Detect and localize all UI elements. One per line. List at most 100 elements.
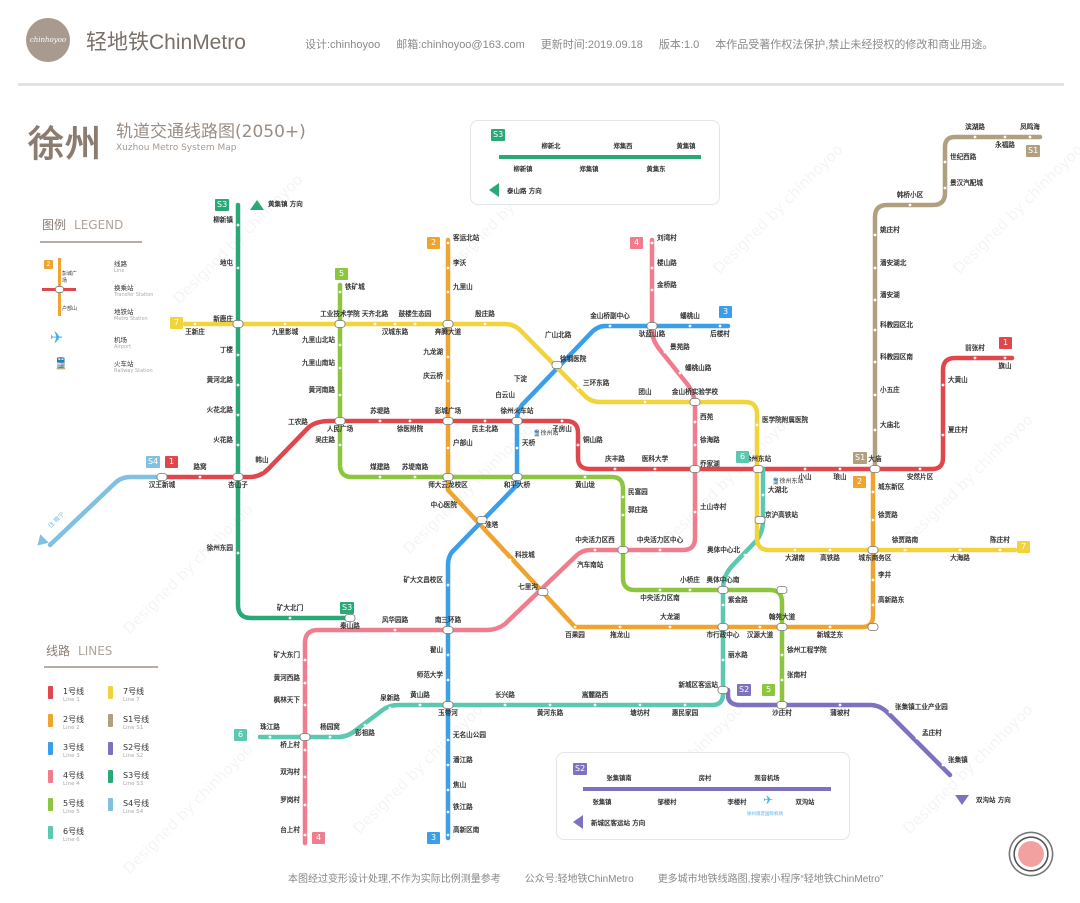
station-dot[interactable] xyxy=(413,322,417,326)
station-dot[interactable] xyxy=(618,625,622,629)
station-label[interactable]: 大庙北 xyxy=(880,421,900,429)
station-label[interactable]: 世纪西路 xyxy=(950,153,977,161)
station-label[interactable]: 广山北路 xyxy=(545,331,572,339)
station-label[interactable]: 凤鸣海 xyxy=(1020,123,1040,131)
station-label[interactable]: 大黄山 xyxy=(948,376,968,384)
station-label[interactable]: 小五庄 xyxy=(880,386,900,394)
station-dot[interactable] xyxy=(478,528,482,532)
station-dot[interactable] xyxy=(758,625,762,629)
station-label[interactable]: 汉王新城 xyxy=(148,481,176,489)
station-label[interactable]: 高铁路 xyxy=(820,554,840,562)
station-label[interactable]: 城东商务区 xyxy=(858,554,892,562)
station-dot[interactable] xyxy=(903,548,907,552)
station-label[interactable]: 沙庄村 xyxy=(772,709,792,717)
station-dot[interactable] xyxy=(888,710,892,714)
station-label[interactable]: 翰苑大道 xyxy=(768,613,796,621)
line-5-track[interactable] xyxy=(337,282,785,708)
station-dot[interactable] xyxy=(1003,356,1007,360)
station-dot[interactable] xyxy=(446,810,450,814)
station-dot[interactable] xyxy=(873,266,877,270)
transfer-station-marker[interactable] xyxy=(646,322,658,330)
station-dot[interactable] xyxy=(873,393,877,397)
station-dot[interactable] xyxy=(303,681,307,685)
station-dot[interactable] xyxy=(678,371,682,375)
station-label[interactable]: 旗山 xyxy=(998,362,1012,370)
station-label[interactable]: 滨湖路 xyxy=(965,123,985,131)
station-dot[interactable] xyxy=(560,419,564,423)
station-dot[interactable] xyxy=(638,703,642,707)
station-dot[interactable] xyxy=(573,625,577,629)
station-label[interactable]: 团山 xyxy=(638,388,652,396)
transfer-station-marker[interactable] xyxy=(776,586,788,594)
station-label[interactable]: 火花路 xyxy=(213,436,233,444)
station-label[interactable]: 人民广场 xyxy=(326,425,354,433)
station-label[interactable]: 和平大桥 xyxy=(503,481,531,489)
station-dot[interactable] xyxy=(688,588,692,592)
transfer-station-marker[interactable] xyxy=(442,701,454,709)
station-dot[interactable] xyxy=(288,616,292,620)
station-dot[interactable] xyxy=(338,290,342,294)
station-dot[interactable] xyxy=(973,356,977,360)
station-label[interactable]: 紫金路 xyxy=(728,596,748,604)
transfer-station-marker[interactable] xyxy=(511,473,523,481)
station-dot[interactable] xyxy=(518,398,522,402)
transfer-station-marker[interactable] xyxy=(232,473,244,481)
station-dot[interactable] xyxy=(613,467,617,471)
station-label[interactable]: 工业技术学院 xyxy=(320,310,360,318)
station-dot[interactable] xyxy=(446,833,450,837)
station-dot[interactable] xyxy=(303,775,307,779)
station-label[interactable]: 九里山 xyxy=(453,283,473,291)
station-dot[interactable] xyxy=(743,553,747,557)
station-label[interactable]: 铁矿城 xyxy=(345,283,365,291)
station-label[interactable]: 鼓楼生态园 xyxy=(398,310,432,318)
station-dot[interactable] xyxy=(338,343,342,347)
station-label[interactable]: 丁楼 xyxy=(219,346,233,354)
station-dot[interactable] xyxy=(538,338,542,342)
station-label[interactable]: 三环东路 xyxy=(583,379,610,387)
station-label[interactable]: 新城区客运站 xyxy=(678,681,718,689)
station-dot[interactable] xyxy=(1003,135,1007,139)
station-dot[interactable] xyxy=(236,413,240,417)
station-dot[interactable] xyxy=(576,443,580,447)
station-dot[interactable] xyxy=(908,203,912,207)
station-label[interactable]: 长兴路 xyxy=(495,691,515,699)
station-label[interactable]: 小桥庄 xyxy=(680,576,700,584)
station-label[interactable]: 奥体中心北 xyxy=(707,546,740,554)
station-label[interactable]: 泉新路 xyxy=(380,694,400,702)
station-label[interactable]: 枫林天下 xyxy=(273,696,300,704)
station-label[interactable]: 西苑 xyxy=(700,413,714,421)
station-dot[interactable] xyxy=(236,551,240,555)
station-label[interactable]: 景汉汽配城 xyxy=(950,179,983,187)
station-label[interactable]: 下淀 xyxy=(513,375,527,383)
station-label[interactable]: 金山桥实验学校 xyxy=(671,388,719,396)
station-dot[interactable] xyxy=(721,603,725,607)
transfer-station-marker[interactable] xyxy=(232,320,244,328)
station-label[interactable]: 金桥路 xyxy=(657,281,677,289)
station-label[interactable]: 大湖北 xyxy=(768,486,788,494)
station-dot[interactable] xyxy=(303,833,307,837)
station-label[interactable]: 市行政中心 xyxy=(706,631,740,639)
station-dot[interactable] xyxy=(653,467,657,471)
station-label[interactable]: 煤建路 xyxy=(370,463,390,471)
station-label[interactable]: 夏庄村 xyxy=(948,426,968,434)
station-label[interactable]: 台上村 xyxy=(280,826,300,834)
line-s3-track[interactable] xyxy=(235,202,353,621)
station-dot[interactable] xyxy=(576,386,580,390)
station-dot[interactable] xyxy=(236,353,240,357)
station-label[interactable]: 无名山公园 xyxy=(453,731,486,739)
station-label[interactable]: 汉城东路 xyxy=(381,328,409,336)
station-dot[interactable] xyxy=(828,548,832,552)
station-label[interactable]: 后楼村 xyxy=(710,330,730,338)
station-label[interactable]: 罗岗村 xyxy=(280,796,300,804)
station-label[interactable]: 铜山路 xyxy=(583,436,603,444)
station-label[interactable]: 黄河西路 xyxy=(273,674,300,682)
station-label[interactable]: 奔腾大道 xyxy=(434,328,462,336)
station-dot[interactable] xyxy=(780,678,784,682)
station-dot[interactable] xyxy=(583,475,587,479)
station-dot[interactable] xyxy=(593,703,597,707)
transfer-station-marker[interactable] xyxy=(752,465,764,473)
station-label[interactable]: 中央活力区西 xyxy=(575,536,615,544)
transfer-station-marker[interactable] xyxy=(869,465,881,473)
line-4-track[interactable] xyxy=(302,237,698,846)
station-label[interactable]: 潘安湖北 xyxy=(880,259,907,267)
